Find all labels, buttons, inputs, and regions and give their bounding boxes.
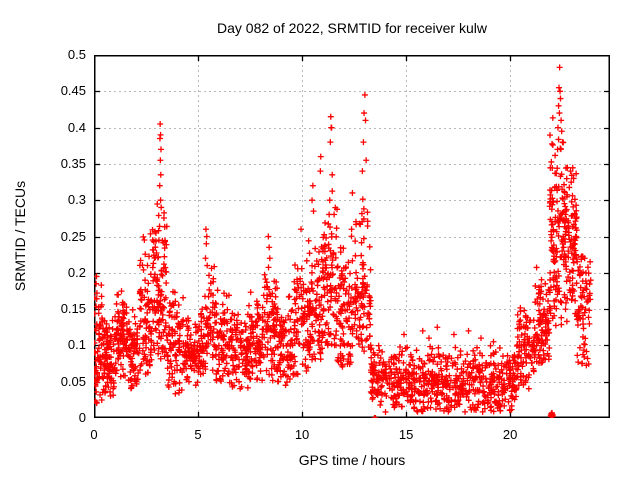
x-tick-label: 20 bbox=[502, 427, 518, 442]
x-tick-label: 10 bbox=[294, 427, 310, 442]
y-tick-label: 0.25 bbox=[60, 228, 86, 244]
x-axis-label: GPS time / hours bbox=[298, 452, 406, 468]
y-tick-label: 0.4 bbox=[67, 119, 86, 135]
x-tick-label: 0 bbox=[90, 427, 98, 442]
y-tick-label: 0.3 bbox=[67, 192, 86, 208]
y-tick-label: 0.45 bbox=[60, 83, 86, 99]
x-tick-label: 15 bbox=[398, 427, 414, 442]
plot-title: Day 082 of 2022, SRMTID for receiver kul… bbox=[217, 20, 487, 36]
y-tick-label: 0 bbox=[78, 410, 86, 425]
x-tick-label: 5 bbox=[194, 427, 202, 442]
plot-area bbox=[94, 55, 610, 418]
y-tick-label: 0.1 bbox=[67, 337, 86, 353]
y-tick-label: 0.15 bbox=[60, 301, 86, 317]
y-tick-label: 0.5 bbox=[67, 47, 86, 62]
y-tick-label: 0.35 bbox=[60, 155, 86, 171]
chart-canvas bbox=[94, 55, 610, 418]
y-tick-label: 0.2 bbox=[67, 264, 86, 280]
y-tick-label: 0.05 bbox=[60, 373, 86, 389]
